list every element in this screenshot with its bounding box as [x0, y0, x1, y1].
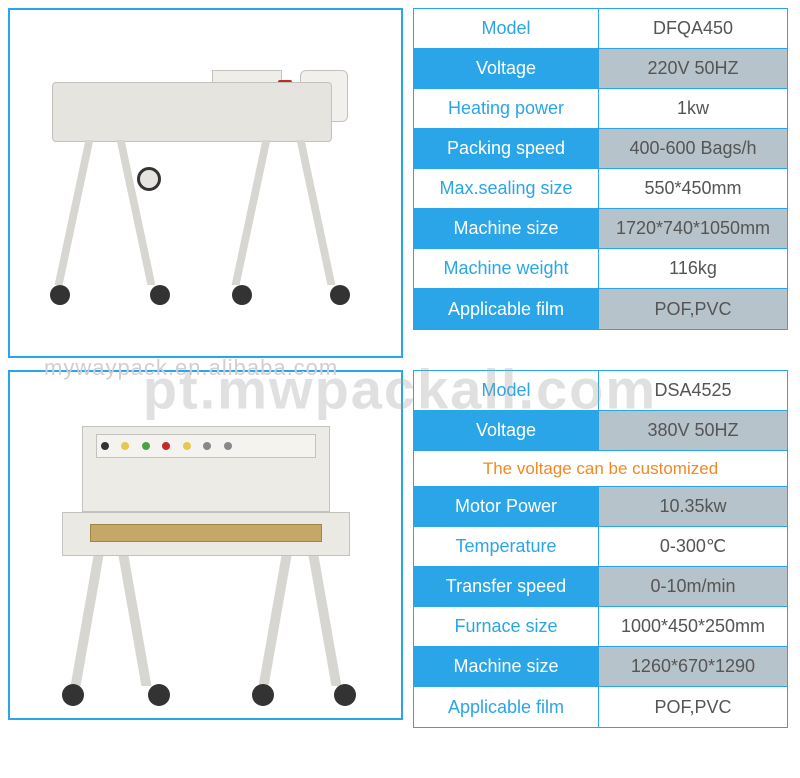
spec-table-1: ModelDFQA450Voltage220V 50HZHeating powe… [413, 8, 788, 330]
spec-value: DFQA450 [599, 9, 787, 48]
spec-value: DSA4525 [599, 371, 787, 410]
spec-label: Heating power [414, 89, 599, 128]
page-container: ModelDFQA450Voltage220V 50HZHeating powe… [0, 0, 800, 736]
machine-illustration-2 [22, 384, 389, 706]
spec-value: 0-10m/min [599, 567, 787, 606]
spec-value: 400-600 Bags/h [599, 129, 787, 168]
spec-row: Furnace size1000*450*250mm [414, 607, 787, 647]
spec-value: 10.35kw [599, 487, 787, 526]
spec-value: 116kg [599, 249, 787, 288]
spec-label: Voltage [414, 411, 599, 450]
spec-row: Machine size1720*740*1050mm [414, 209, 787, 249]
spec-row: Applicable filmPOF,PVC [414, 687, 787, 727]
spec-value: 1720*740*1050mm [599, 209, 787, 248]
spec-label: Motor Power [414, 487, 599, 526]
spec-row: Voltage380V 50HZ [414, 411, 787, 451]
spec-row: Temperature0-300℃ [414, 527, 787, 567]
spec-label: Model [414, 371, 599, 410]
spec-value: 0-300℃ [599, 527, 787, 566]
spec-row: Motor Power10.35kw [414, 487, 787, 527]
spec-label: Machine size [414, 209, 599, 248]
spec-row: Packing speed400-600 Bags/h [414, 129, 787, 169]
spec-label: Machine size [414, 647, 599, 686]
product-image-box-1 [8, 8, 403, 358]
spec-row: Machine weight116kg [414, 249, 787, 289]
product-section-1: ModelDFQA450Voltage220V 50HZHeating powe… [8, 8, 792, 358]
spec-row: ModelDFQA450 [414, 9, 787, 49]
spec-row: Applicable filmPOF,PVC [414, 289, 787, 329]
spec-row: Heating power1kw [414, 89, 787, 129]
product-section-2: ModelDSA4525Voltage380V 50HZThe voltage … [8, 370, 792, 728]
spec-value: 380V 50HZ [599, 411, 787, 450]
spec-row: Max.sealing size550*450mm [414, 169, 787, 209]
spec-label: Temperature [414, 527, 599, 566]
spec-label: Furnace size [414, 607, 599, 646]
spec-value: 1000*450*250mm [599, 607, 787, 646]
spec-label: Machine weight [414, 249, 599, 288]
spec-value: 550*450mm [599, 169, 787, 208]
spec-label: Max.sealing size [414, 169, 599, 208]
spec-row: Machine size1260*670*1290 [414, 647, 787, 687]
machine-illustration-1 [22, 22, 389, 344]
spec-value: POF,PVC [599, 687, 787, 727]
spec-table-2: ModelDSA4525Voltage380V 50HZThe voltage … [413, 370, 788, 728]
spec-row: Transfer speed0-10m/min [414, 567, 787, 607]
spec-value: 1260*670*1290 [599, 647, 787, 686]
spec-row: ModelDSA4525 [414, 371, 787, 411]
spec-value: POF,PVC [599, 289, 787, 329]
spec-row: Voltage220V 50HZ [414, 49, 787, 89]
spec-label: Transfer speed [414, 567, 599, 606]
spec-value: 1kw [599, 89, 787, 128]
spec-label: Applicable film [414, 687, 599, 727]
spec-label: Applicable film [414, 289, 599, 329]
product-image-box-2 [8, 370, 403, 720]
voltage-note: The voltage can be customized [414, 451, 787, 487]
spec-label: Packing speed [414, 129, 599, 168]
spec-value: 220V 50HZ [599, 49, 787, 88]
spec-label: Voltage [414, 49, 599, 88]
spec-label: Model [414, 9, 599, 48]
